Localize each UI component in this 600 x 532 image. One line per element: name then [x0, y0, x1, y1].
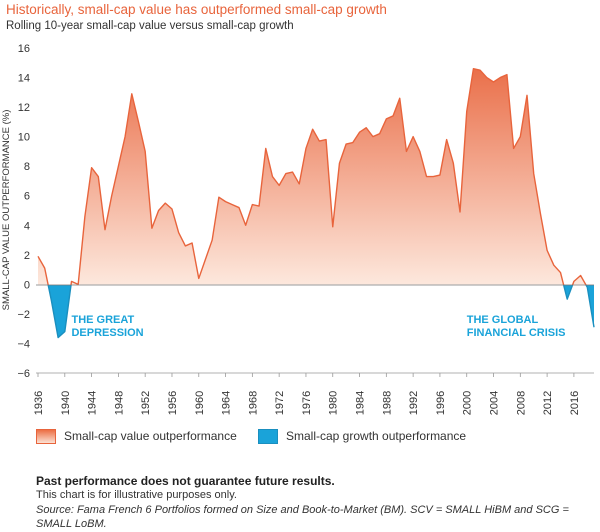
y-axis: −6 −4 −2 0 2 4 6 8 10 12 14 16	[17, 43, 30, 380]
y-tick-label: 0	[24, 279, 30, 291]
x-tick-label: 1992	[408, 391, 420, 415]
disclaimer: This chart is for illustrative purposes …	[36, 489, 237, 501]
y-tick-label: −2	[17, 309, 30, 321]
legend-growth: Small-cap growth outperformance	[258, 428, 466, 444]
x-tick-label: 1972	[274, 391, 286, 415]
y-tick-label: 4	[24, 220, 30, 232]
y-tick-label: −4	[17, 338, 30, 350]
x-tick-label: 2012	[542, 391, 554, 415]
x-tick-label: 1964	[221, 391, 233, 415]
y-axis-label: SMALL-CAP VALUE OUTPERFORMANCE (%)	[1, 110, 12, 311]
y-tick-label: 14	[18, 73, 30, 85]
chart: SMALL-CAP VALUE OUTPERFORMANCE (%) −6−4−…	[1, 43, 595, 415]
legend-value-label: Small-cap value outperformance	[64, 429, 237, 443]
y-tick-label: 8	[24, 161, 30, 173]
y-tick-label: 12	[18, 102, 30, 114]
x-tick-label: 1960	[194, 391, 206, 415]
value-outperformance-area	[38, 68, 594, 285]
x-tick-label: 1988	[381, 391, 393, 415]
x-tick-label: 2004	[489, 391, 501, 415]
x-tick-label: 2000	[462, 391, 474, 415]
x-tick-label: 1956	[167, 391, 179, 415]
annotation-label: FINANCIAL CRISIS	[467, 327, 566, 339]
x-tick-label: 1996	[435, 391, 447, 415]
annotation-label: DEPRESSION	[71, 327, 143, 339]
x-tick-label: 1968	[247, 391, 259, 415]
value-outperformance-line	[37, 67, 587, 285]
y-tick-label: 10	[18, 132, 30, 144]
legend-growth-label: Small-cap growth outperformance	[286, 429, 467, 443]
x-tick-label: 1952	[140, 391, 152, 415]
legend-value-swatch	[36, 428, 56, 444]
x-axis: 1936 1940 1944 1948 1952 1956 1960 1964 1968 1972…	[33, 372, 594, 415]
y-tick-label: 16	[18, 43, 30, 55]
x-tick-label: 1940	[60, 391, 72, 415]
x-tick-label: 1936	[33, 391, 45, 415]
annotation-label: THE GREAT	[71, 314, 134, 326]
x-tick-label: 1948	[113, 391, 125, 415]
x-tick-label: 1944	[87, 391, 99, 415]
chart-title: Historically, small-cap value has outper…	[6, 2, 387, 17]
x-tick-label: 2008	[515, 391, 527, 415]
chart-subtitle: Rolling 10-year small-cap value versus s…	[6, 20, 294, 32]
annotation-label: THE GLOBAL	[467, 314, 539, 326]
x-tick-label: 2016	[569, 391, 581, 415]
x-tick-label: 1984	[355, 391, 367, 415]
x-tick-label: 1976	[301, 391, 313, 415]
legend-value: Small-cap value outperformance	[36, 428, 237, 444]
y-tick-label: 2	[24, 250, 30, 262]
source-note: Source: Fama French 6 Portfolios formed …	[36, 504, 569, 530]
y-tick-label: −6	[17, 368, 30, 380]
y-tick-label: 6	[24, 191, 30, 203]
legend-growth-swatch	[258, 428, 278, 444]
x-tick-label: 1980	[328, 391, 340, 415]
disclaimer-bold: Past performance does not guarantee futu…	[36, 474, 335, 488]
